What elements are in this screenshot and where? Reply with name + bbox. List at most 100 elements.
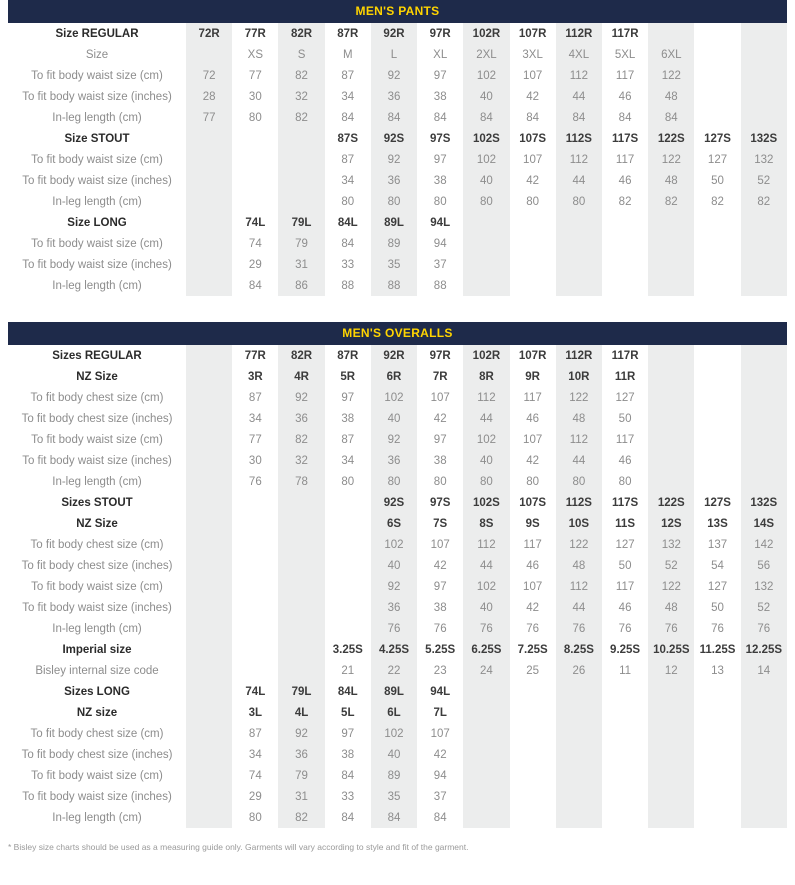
size-cell	[278, 492, 325, 513]
size-cell: 107S	[509, 492, 556, 513]
size-cell: 50	[694, 170, 741, 191]
size-cell	[509, 807, 556, 828]
size-cell	[601, 723, 649, 744]
size-cell: 127	[694, 576, 741, 597]
size-cell: 107	[417, 723, 464, 744]
size-cell	[694, 65, 741, 86]
table-row: NZ Size 3R 4R 5R 6R 7R 8R 9R 10R 11R	[8, 366, 787, 387]
size-cell: 79	[278, 765, 325, 786]
size-cell	[463, 254, 510, 275]
size-cell	[694, 212, 741, 233]
size-cell	[186, 786, 233, 807]
size-cell: 117	[509, 387, 556, 408]
size-cell: 82	[648, 191, 695, 212]
table-row: To fit body chest size (inches) 40 42 44 46 4…	[8, 555, 787, 576]
size-cell	[648, 702, 695, 723]
size-cell	[509, 744, 556, 765]
size-cell	[555, 212, 602, 233]
size-cell: 13S	[694, 513, 741, 534]
size-cell: 82	[278, 65, 325, 86]
size-cell: 127S	[694, 492, 741, 513]
size-cell: 80	[555, 191, 602, 212]
size-cell: 112	[463, 534, 510, 555]
size-cell: 5R	[324, 366, 371, 387]
size-cell: 80	[601, 471, 649, 492]
size-cell: 36	[278, 408, 325, 429]
size-cell	[509, 275, 556, 296]
size-cell: 97S	[417, 128, 464, 149]
size-cell	[694, 429, 741, 450]
size-cell	[601, 702, 649, 723]
size-cell: 112R	[555, 23, 602, 44]
table-gap	[0, 296, 795, 322]
table-row: To fit body chest size (inches) 34 36 38 40 4…	[8, 744, 787, 765]
size-cell: 46	[509, 408, 556, 429]
size-cell: 48	[648, 597, 695, 618]
size-cell	[694, 275, 741, 296]
size-cell: 112	[555, 149, 602, 170]
size-cell: 87S	[324, 128, 371, 149]
size-cell: 72	[186, 65, 233, 86]
size-cell	[186, 429, 233, 450]
size-cell	[601, 233, 649, 254]
table-row: NZ size 3L 4L 5L 6L 7L	[8, 702, 787, 723]
size-cell: 84	[370, 807, 418, 828]
size-cell: 112	[555, 429, 602, 450]
size-cell	[648, 345, 695, 366]
size-cell	[648, 366, 695, 387]
table-row: Imperial size 3.25S 4.25S 5.25S 6.25S 7.25S 8.…	[8, 639, 787, 660]
row-label: Bisley internal size code	[35, 664, 159, 677]
size-cell: 42	[417, 555, 464, 576]
size-cell	[694, 807, 741, 828]
size-cell	[186, 618, 233, 639]
size-cell: 97R	[417, 23, 464, 44]
size-cell: 79L	[278, 212, 325, 233]
size-cell: 112S	[555, 492, 602, 513]
mens-overalls-block: MEN'S OVERALLS Sizes REGULAR 77R 82R 87R 92R…	[0, 322, 795, 828]
size-cell: 8R	[463, 366, 510, 387]
table-row: To fit body waist size (cm) 74 79 84 89 94	[8, 765, 787, 786]
size-cell: 54	[694, 555, 741, 576]
table-row: To fit body waist size (cm) 87 92 97 102 107 1…	[8, 149, 787, 170]
size-cell	[648, 807, 695, 828]
size-cell	[740, 429, 787, 450]
size-cell: 122	[648, 65, 695, 86]
size-cell: 84	[232, 275, 279, 296]
size-cell	[324, 492, 371, 513]
size-cell	[278, 513, 325, 534]
size-cell: M	[324, 44, 371, 65]
size-cell	[648, 450, 695, 471]
size-cell	[186, 471, 233, 492]
row-label: To fit body waist size (cm)	[31, 237, 163, 250]
size-cell	[740, 807, 787, 828]
size-cell	[186, 170, 233, 191]
size-cell: 88	[417, 275, 464, 296]
size-cell: 82R	[278, 23, 325, 44]
size-cell: 112S	[555, 128, 602, 149]
row-label: To fit body waist size (cm)	[31, 153, 163, 166]
size-cell: 9.25S	[601, 639, 649, 660]
size-cell: 87	[232, 387, 279, 408]
size-cell: 92	[370, 149, 418, 170]
size-cell: 29	[232, 254, 279, 275]
size-cell	[324, 597, 371, 618]
size-cell: 92S	[370, 128, 418, 149]
size-cell	[694, 107, 741, 128]
size-cell: 132	[740, 576, 787, 597]
size-cell	[463, 702, 510, 723]
size-cell	[278, 660, 325, 681]
size-cell: 132	[740, 149, 787, 170]
size-cell	[648, 786, 695, 807]
size-cell	[186, 534, 233, 555]
table-row: To fit body chest size (cm) 102 107 112 117 1…	[8, 534, 787, 555]
size-cell: 84	[324, 107, 371, 128]
row-label: To fit body waist size (cm)	[31, 69, 163, 82]
size-cell: 122	[555, 534, 602, 555]
row-label: Size LONG	[67, 216, 127, 229]
row-label: To fit body waist size (inches)	[22, 90, 172, 103]
size-cell: 3.25S	[324, 639, 371, 660]
size-cell: 87	[232, 723, 279, 744]
size-cell	[463, 233, 510, 254]
size-cell: 112R	[555, 345, 602, 366]
size-cell: 40	[463, 597, 510, 618]
